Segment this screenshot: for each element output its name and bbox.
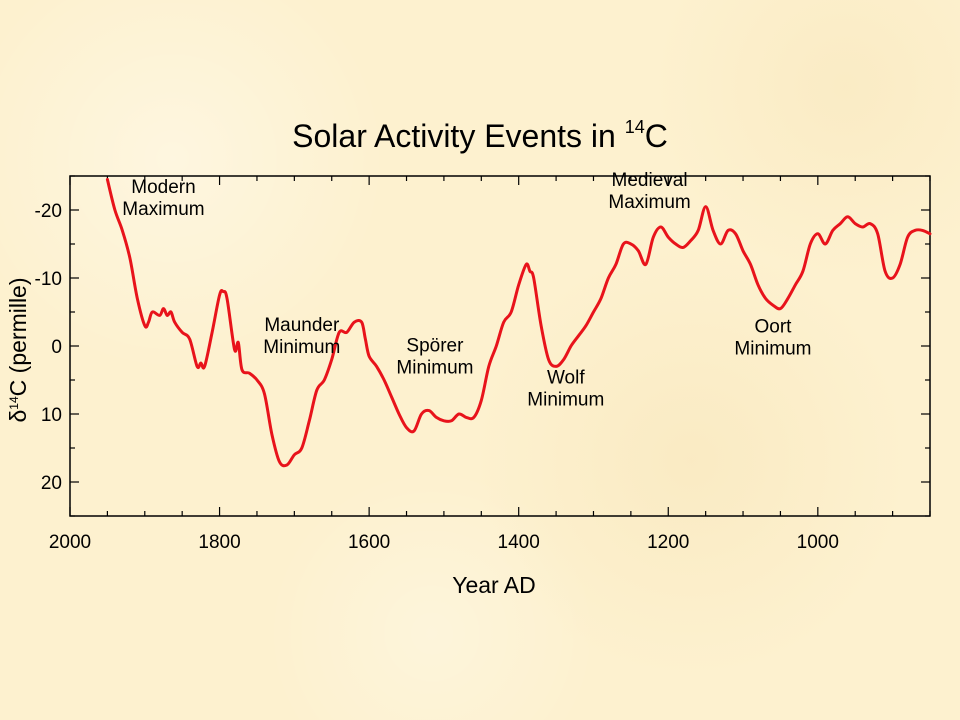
y-axis-label-superscript: 14 xyxy=(7,396,21,410)
x-axis-label: Year AD xyxy=(452,572,536,598)
y-tick-label: 0 xyxy=(51,337,62,358)
y-axis-label-prefix: δ xyxy=(5,410,31,423)
annotation-sprer: Spörer Minimum xyxy=(396,335,473,378)
annotation-maunder: Maunder Minimum xyxy=(263,315,340,358)
annotation-medieval: Medieval Maximum xyxy=(608,170,690,213)
chart-title-suffix: C xyxy=(645,118,668,154)
y-axis-label: δ14C (permille) xyxy=(5,277,31,422)
annotation-oort: Oort Minimum xyxy=(734,316,811,359)
series-line-delta14c xyxy=(105,177,932,468)
annotation-modern: Modern Maximum xyxy=(122,177,204,220)
svg-text:δ14C (permille): δ14C (permille) xyxy=(5,277,31,422)
y-axis-label-suffix: C (permille) xyxy=(5,277,31,396)
chart-title: Solar Activity Events in 14C xyxy=(292,117,668,154)
x-tick-label: 1600 xyxy=(348,532,390,553)
y-tick-label: 20 xyxy=(41,473,62,494)
annotation-wolf: Wolf Minimum xyxy=(527,367,604,410)
x-tick-label: 1400 xyxy=(498,532,540,553)
x-tick-label: 1000 xyxy=(797,532,839,553)
axis-tick-labels: 2000 1800 1600 1400 1200 1000 -20 -10 0 10 20 xyxy=(35,201,839,553)
event-annotations: Modern Maximum Maunder Minimum Spörer Minimum… xyxy=(122,170,811,410)
chart-title-superscript: 14 xyxy=(625,117,645,137)
y-tick-label: 10 xyxy=(41,405,62,426)
y-tick-label: -10 xyxy=(35,269,62,290)
x-tick-label: 1200 xyxy=(647,532,689,553)
y-tick-label: -20 xyxy=(35,201,62,222)
chart-title-main: Solar Activity Events in xyxy=(292,118,625,154)
x-tick-label: 1800 xyxy=(198,532,240,553)
x-tick-label: 2000 xyxy=(49,532,91,553)
